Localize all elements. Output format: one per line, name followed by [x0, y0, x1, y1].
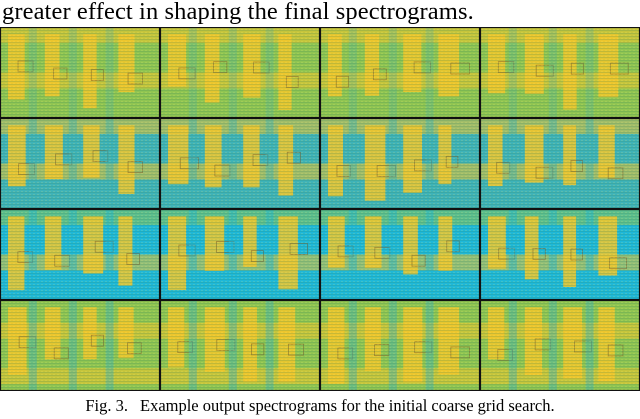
spectrogram-grid: [0, 27, 640, 391]
spectrogram-panel: [479, 27, 640, 119]
spectrogram-panel: [479, 117, 640, 210]
spectrogram-panel: [159, 208, 321, 301]
spectrogram-panel: [319, 299, 481, 391]
spectrogram-panel: [479, 208, 640, 301]
caption-label: Fig. 3.: [85, 396, 128, 415]
spectrogram-panel: [479, 299, 640, 391]
spectrogram-panel: [319, 208, 481, 301]
figure-caption: Fig. 3. Example output spectrograms for t…: [0, 396, 640, 416]
spectrogram-panel: [319, 27, 481, 119]
spectrogram-panel: [0, 208, 161, 301]
spectrogram-panel: [0, 299, 161, 391]
spectrogram-panel: [0, 27, 161, 119]
spectrogram-grid-svg: [0, 27, 640, 391]
spectrogram-panel: [159, 27, 321, 119]
spectrogram-panel: [159, 117, 321, 210]
spectrogram-panel: [319, 117, 481, 210]
spectrogram-panel: [159, 299, 321, 391]
caption-text: Example output spectrograms for the init…: [139, 396, 555, 415]
spectrogram-panel: [0, 117, 161, 210]
top-text: greater effect in shaping the final spec…: [2, 0, 474, 25]
